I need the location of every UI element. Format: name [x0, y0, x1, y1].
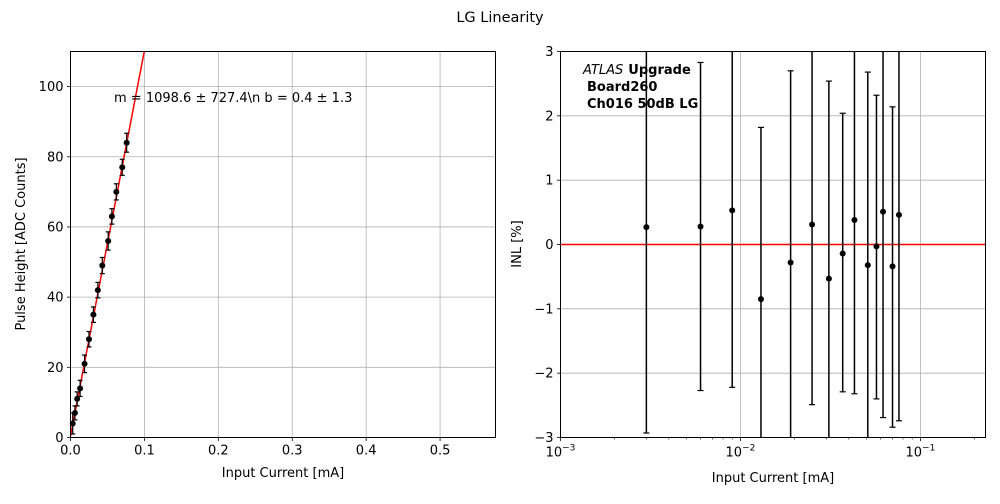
inl-legend-atlas: ATLAS — [582, 63, 623, 78]
linearity-x-axis-label: Input Current [mA] — [222, 466, 344, 481]
linearity-x-tick-label: 0.3 — [282, 444, 303, 459]
linearity-points — [69, 132, 130, 435]
inl-y-tick-label: 0 — [545, 238, 553, 253]
inl-data-point — [809, 221, 816, 228]
inl-data-point — [697, 223, 704, 230]
linearity-y-tick-label: 80 — [47, 150, 64, 165]
linearity-data-point — [94, 287, 101, 294]
inl-legend-line1: ATLAS Upgrade — [582, 63, 691, 78]
inl-data-point — [864, 262, 871, 269]
inl-legend-text: ATLAS Upgrade Board260 Ch016 50dB LG — [582, 63, 698, 112]
linearity-data-point — [108, 213, 115, 220]
linearity-x-ticks: 0.0 0.1 0.2 0.3 0.4 0.5 — [60, 437, 451, 459]
inl-data-point — [880, 208, 887, 215]
inl-y-tick-label: −2 — [534, 367, 553, 382]
linearity-y-tick-label: 20 — [47, 361, 64, 376]
linearity-x-tick-label: 0.2 — [208, 444, 229, 459]
linearity-data-point — [71, 409, 78, 416]
linearity-axes-frame — [70, 51, 496, 438]
inl-data-point — [895, 211, 902, 218]
linearity-y-tick-label: 100 — [39, 80, 64, 95]
linearity-data-point — [74, 395, 81, 402]
linearity-y-tick-label: 0 — [55, 431, 63, 446]
linearity-data-point — [69, 420, 76, 427]
figure-title: LG Linearity — [456, 10, 544, 26]
linearity-y-axis-label: Pulse Height [ADC Counts] — [14, 157, 29, 330]
inl-data-point — [825, 275, 832, 282]
inl-legend-channel: Ch016 50dB LG — [587, 97, 698, 112]
linearity-x-tick-label: 0.4 — [356, 444, 377, 459]
inl-y-tick-label: −1 — [534, 302, 553, 317]
inl-data-point — [643, 224, 650, 231]
inl-data-point — [757, 296, 764, 303]
linearity-data-point — [85, 336, 92, 343]
inl-data-point — [787, 259, 794, 266]
inl-y-tick-label: 3 — [545, 45, 553, 60]
inl-x-axis-label: Input Current [mA] — [712, 471, 834, 486]
linearity-x-tick-label: 0.5 — [430, 444, 451, 459]
inl-legend-upgrade: Upgrade — [628, 63, 691, 78]
inl-panel: 10−3 10−2 10−1 −3 −2 −1 0 1 2 3 ATLAS Upgrade Boa… — [510, 45, 986, 486]
linearity-y-ticks: 0 20 40 60 80 100 — [39, 80, 71, 446]
linearity-fit-annotation: m = 1098.6 ± 727.4\n b = 0.4 ± 1.3 — [114, 91, 352, 106]
inl-data-point — [873, 243, 880, 250]
inl-legend-board: Board260 — [587, 80, 657, 95]
inl-y-tick-label: −3 — [534, 431, 553, 446]
inl-data-point — [889, 263, 896, 270]
inl-y-tick-label: 1 — [545, 174, 553, 189]
linearity-data-point — [99, 262, 106, 269]
inl-x-tick-label: 10−1 — [905, 444, 935, 461]
linearity-data-point — [123, 139, 130, 146]
linearity-data-point — [90, 311, 97, 318]
linearity-data-point — [81, 360, 88, 367]
inl-x-tick-label: 10−3 — [546, 444, 576, 461]
linearity-grid — [70, 51, 496, 438]
linearity-x-tick-label: 0.0 — [60, 444, 81, 459]
inl-data-point — [839, 250, 846, 257]
inl-y-tick-label: 2 — [545, 109, 553, 124]
inl-data-point — [729, 207, 736, 214]
linearity-data-point — [105, 237, 112, 244]
linearity-data-point — [119, 164, 126, 171]
inl-points — [643, 51, 902, 438]
linearity-data-point — [77, 385, 84, 392]
inl-y-ticks: −3 −2 −1 0 1 2 3 — [534, 45, 561, 446]
inl-data-point — [851, 217, 858, 224]
inl-y-axis-label: INL [%] — [510, 220, 525, 267]
linearity-panel: 0.0 0.1 0.2 0.3 0.4 0.5 0 20 40 60 80 100 m = 1098… — [14, 51, 496, 481]
linearity-y-tick-label: 60 — [47, 220, 64, 235]
linearity-y-tick-label: 40 — [47, 291, 64, 306]
linearity-x-tick-label: 0.1 — [134, 444, 155, 459]
inl-x-ticks: 10−3 10−2 10−1 — [546, 437, 975, 461]
linearity-data-point — [113, 188, 120, 195]
inl-x-tick-label: 10−2 — [726, 444, 756, 461]
